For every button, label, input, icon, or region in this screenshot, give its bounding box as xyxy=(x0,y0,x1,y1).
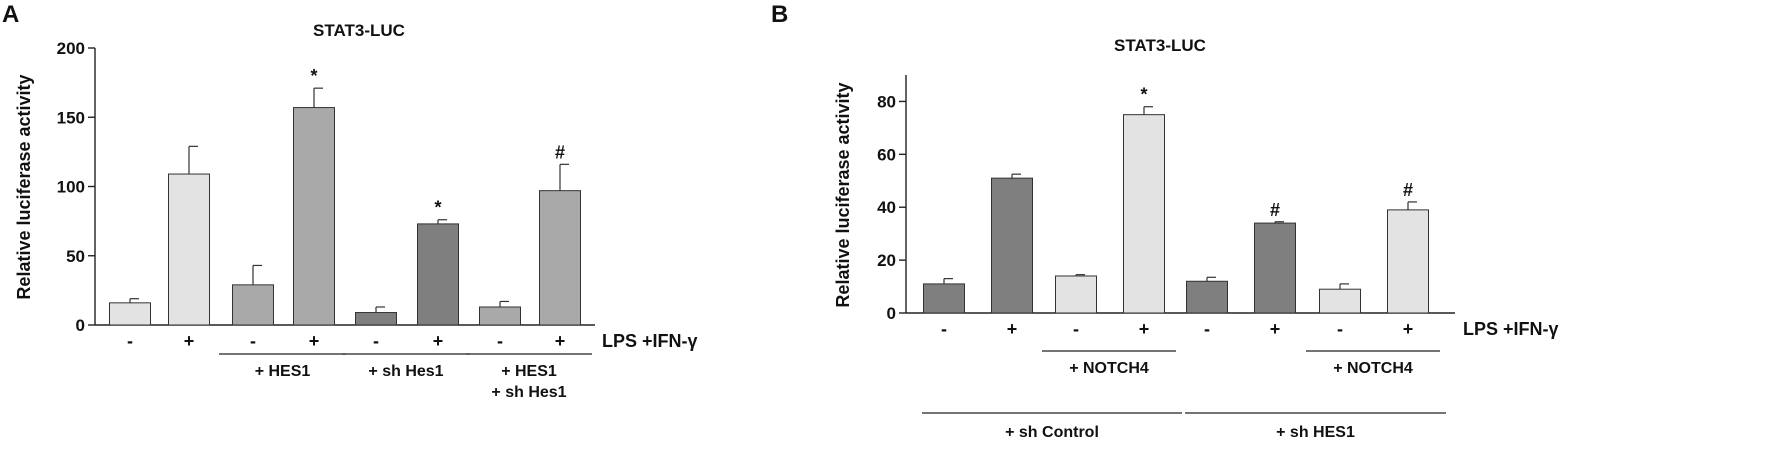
treatment-sign: - xyxy=(497,331,503,351)
treatment-sign: - xyxy=(250,331,256,351)
bar xyxy=(1387,209,1429,314)
group-label: + sh Hes1 xyxy=(491,384,566,401)
treatment-sign: - xyxy=(373,331,379,351)
treatment-sign: - xyxy=(127,331,133,351)
bar xyxy=(109,302,151,326)
treatment-sign: + xyxy=(184,331,195,351)
treatment-sign: - xyxy=(941,319,947,339)
treatment-sign: - xyxy=(1337,319,1343,339)
bar xyxy=(293,107,335,326)
panel-a-letter: A xyxy=(2,1,19,28)
treatment-sign: + xyxy=(1007,319,1018,339)
treatment-sign: + xyxy=(1139,319,1150,339)
panel-a-y-axis-label: Relative luciferase activity xyxy=(14,74,34,299)
y-tick-label: 0 xyxy=(76,316,85,335)
panel-b-treatment-label: LPS +IFN-γ xyxy=(1463,319,1559,339)
panel-a-treatment-label: LPS +IFN-γ xyxy=(602,331,698,351)
y-tick-label: 0 xyxy=(887,304,896,323)
y-tick-label: 200 xyxy=(57,39,85,58)
panel-a-plot-area: 0 50 100 150 200 - + - * + - * + - # + + HES1 + sh Hes1 + … xyxy=(57,39,595,401)
bar xyxy=(355,312,397,326)
bar xyxy=(232,284,274,326)
bar xyxy=(539,190,581,326)
significance-mark: # xyxy=(1270,200,1280,220)
panel-b-letter: B xyxy=(771,1,788,28)
supergroup-label: + sh HES1 xyxy=(1276,424,1355,441)
treatment-sign: + xyxy=(433,331,444,351)
bar xyxy=(923,283,965,314)
y-tick-label: 100 xyxy=(57,178,85,197)
panel-a-title: STAT3-LUC xyxy=(313,21,405,40)
treatment-sign: + xyxy=(555,331,566,351)
bar xyxy=(1186,280,1228,314)
panel-b-chart: B STAT3-LUC Relative luciferase activity… xyxy=(771,1,1559,441)
group-label: + sh Hes1 xyxy=(368,363,443,380)
supergroup-label: + sh Control xyxy=(1005,424,1099,441)
bar xyxy=(1254,222,1296,314)
y-tick-label: 40 xyxy=(877,198,896,217)
y-tick-label: 50 xyxy=(66,247,85,266)
y-tick-label: 150 xyxy=(57,108,85,127)
treatment-sign: - xyxy=(1073,319,1079,339)
panel-b-plot-area: 0 20 40 60 80 - + - * + - # + - # + + NOTCH4 + NOTCH4 + sh… xyxy=(877,75,1455,441)
y-tick-label: 80 xyxy=(877,92,896,111)
treatment-sign: + xyxy=(1270,319,1281,339)
panel-a-chart: A STAT3-LUC Relative luciferase activity… xyxy=(2,1,698,401)
group-label: + NOTCH4 xyxy=(1069,360,1149,377)
treatment-sign: + xyxy=(1403,319,1414,339)
y-tick-label: 20 xyxy=(877,251,896,270)
treatment-sign: + xyxy=(309,331,320,351)
panel-b-y-axis-label: Relative luciferase activity xyxy=(833,82,853,307)
bar xyxy=(991,177,1033,314)
bar xyxy=(168,173,210,326)
significance-mark: * xyxy=(1140,85,1147,105)
group-label: + NOTCH4 xyxy=(1333,360,1413,377)
significance-mark: * xyxy=(310,66,317,86)
significance-mark: # xyxy=(555,142,565,162)
bar xyxy=(479,306,521,326)
significance-mark: # xyxy=(1403,180,1413,200)
significance-mark: * xyxy=(434,198,441,218)
y-tick-label: 60 xyxy=(877,145,896,164)
panel-b-title: STAT3-LUC xyxy=(1114,36,1206,55)
bar xyxy=(1319,288,1361,314)
bar xyxy=(1055,275,1097,314)
treatment-sign: - xyxy=(1204,319,1210,339)
group-label: + HES1 xyxy=(255,363,311,380)
group-label: + HES1 xyxy=(501,363,557,380)
bar xyxy=(1123,114,1165,314)
bar xyxy=(417,223,459,326)
